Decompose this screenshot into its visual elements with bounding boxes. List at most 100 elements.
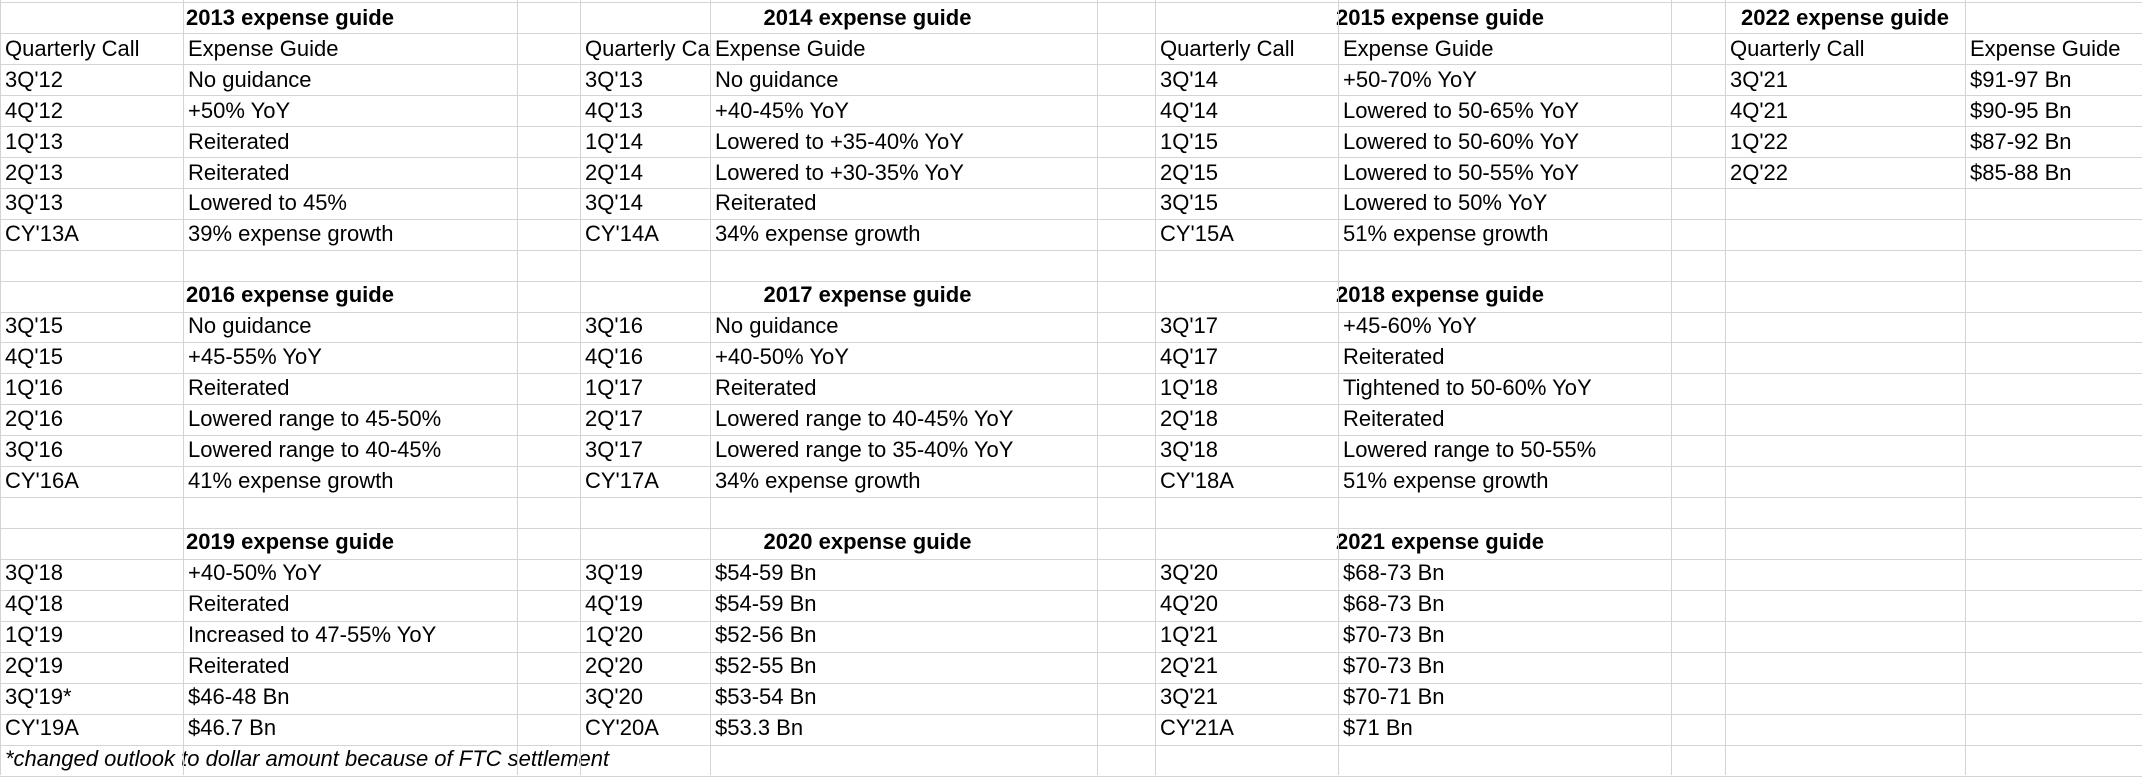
grid-horizontal-line — [0, 466, 2142, 467]
quarter-cell: CY'18A — [1160, 468, 1234, 493]
guide-cell: +50-70% YoY — [1343, 67, 1477, 92]
grid-vertical-line — [1965, 0, 1966, 775]
quarter-cell: 4Q'21 — [1730, 98, 1789, 123]
quarter-cell: 1Q'17 — [585, 375, 644, 400]
guide-cell: $53.3 Bn — [715, 715, 804, 740]
guide-cell: 34% expense growth — [715, 221, 921, 246]
grid-vertical-line — [1725, 0, 1726, 775]
grid-horizontal-line — [0, 188, 2142, 189]
quarter-cell: 4Q'13 — [585, 98, 644, 123]
grid-horizontal-line — [0, 342, 2142, 343]
guide-cell: $54-59 Bn — [715, 560, 817, 585]
grid-horizontal-line — [0, 435, 2142, 436]
quarter-cell: 3Q'20 — [585, 684, 644, 709]
guide-cell: $70-71 Bn — [1343, 684, 1445, 709]
quarter-cell: 1Q'14 — [585, 129, 644, 154]
quarter-cell: 3Q'17 — [1160, 313, 1219, 338]
guide-cell: Reiterated — [188, 129, 290, 154]
quarter-cell: 2Q'16 — [5, 406, 64, 431]
quarter-cell: 2Q'17 — [585, 406, 644, 431]
guide-cell: $54-59 Bn — [715, 591, 817, 616]
guide-cell: $91-97 Bn — [1970, 67, 2072, 92]
quarter-cell: CY'16A — [5, 468, 79, 493]
column-header-expense-guide: Expense Guide — [1343, 36, 1494, 61]
guide-cell: $87-92 Bn — [1970, 129, 2072, 154]
quarter-cell: 3Q'16 — [5, 437, 64, 462]
guide-cell: Lowered to +30-35% YoY — [715, 160, 964, 185]
grid-horizontal-line — [0, 373, 2142, 374]
block-title: 2018 expense guide — [1336, 282, 1544, 307]
grid-vertical-line — [1671, 0, 1672, 775]
quarter-cell: CY'17A — [585, 468, 659, 493]
guide-cell: $52-55 Bn — [715, 653, 817, 678]
quarter-cell: 4Q'15 — [5, 344, 64, 369]
guide-cell: 39% expense growth — [188, 221, 394, 246]
guide-cell: Tightened to 50-60% YoY — [1343, 375, 1592, 400]
quarter-cell: 4Q'20 — [1160, 591, 1219, 616]
quarter-cell: 3Q'20 — [1160, 560, 1219, 585]
quarter-cell: 1Q'18 — [1160, 375, 1219, 400]
column-header-expense-guide: Expense Guide — [1970, 36, 2121, 61]
guide-cell: $68-73 Bn — [1343, 591, 1445, 616]
guide-cell: Lowered range to 50-55% — [1343, 437, 1597, 462]
guide-cell: Lowered range to 40-45% YoY — [715, 406, 1014, 431]
grid-vertical-line — [517, 0, 518, 775]
quarter-cell: CY'20A — [585, 715, 659, 740]
column-header-quarterly-call: Quarterly Call — [1160, 36, 1295, 61]
quarter-cell: 4Q'19 — [585, 591, 644, 616]
guide-cell: +40-50% YoY — [715, 344, 849, 369]
quarter-cell: CY'15A — [1160, 221, 1234, 246]
guide-cell: Lowered to 50-55% YoY — [1343, 160, 1580, 185]
guide-cell: +45-55% YoY — [188, 344, 322, 369]
quarter-cell: 3Q'21 — [1730, 67, 1789, 92]
guide-cell: +45-60% YoY — [1343, 313, 1477, 338]
quarter-cell: 4Q'16 — [585, 344, 644, 369]
guide-cell: $85-88 Bn — [1970, 160, 2072, 185]
quarter-cell: 3Q'18 — [5, 560, 64, 585]
grid-vertical-line — [0, 0, 1, 775]
guide-cell: Reiterated — [188, 591, 290, 616]
guide-cell: No guidance — [715, 313, 839, 338]
grid-horizontal-line — [0, 683, 2142, 684]
guide-cell: Reiterated — [715, 375, 817, 400]
grid-vertical-line — [1338, 0, 1339, 775]
block-title: 2017 expense guide — [763, 282, 972, 307]
quarter-cell: 1Q'20 — [585, 622, 644, 647]
guide-cell: Lowered to 50% YoY — [1343, 190, 1548, 215]
grid-horizontal-line — [0, 590, 2142, 591]
quarter-cell: CY'21A — [1160, 715, 1234, 740]
guide-cell: Lowered to 45% — [188, 190, 347, 215]
guide-cell: 41% expense growth — [188, 468, 394, 493]
grid-horizontal-line — [0, 404, 2142, 405]
grid-horizontal-line — [0, 621, 2142, 622]
column-header-quarterly-call: Quarterly Call — [5, 36, 140, 61]
guide-cell: Lowered to 50-60% YoY — [1343, 129, 1580, 154]
grid-horizontal-line — [0, 250, 2142, 251]
grid-horizontal-line — [0, 312, 2142, 313]
guide-cell: Lowered range to 45-50% — [188, 406, 442, 431]
quarter-cell: 2Q'22 — [1730, 160, 1789, 185]
grid-vertical-line — [580, 0, 581, 775]
quarter-cell: 3Q'21 — [1160, 684, 1219, 709]
grid-horizontal-line — [0, 33, 2142, 34]
quarter-cell: 3Q'15 — [1160, 190, 1219, 215]
quarter-cell: 3Q'17 — [585, 437, 644, 462]
grid-horizontal-line — [0, 157, 2142, 158]
quarter-cell: 1Q'22 — [1730, 129, 1789, 154]
guide-cell: Increased to 47-55% YoY — [188, 622, 437, 647]
quarter-cell: 1Q'19 — [5, 622, 64, 647]
quarter-cell: 3Q'19* — [5, 684, 72, 709]
guide-cell: $53-54 Bn — [715, 684, 817, 709]
guide-cell: $68-73 Bn — [1343, 560, 1445, 585]
guide-cell: 51% expense growth — [1343, 468, 1549, 493]
guide-cell: Reiterated — [1343, 344, 1445, 369]
quarter-cell: 1Q'16 — [5, 375, 64, 400]
grid-horizontal-line — [0, 219, 2142, 220]
quarter-cell: 2Q'20 — [585, 653, 644, 678]
quarter-cell: CY'19A — [5, 715, 79, 740]
block-title: 2020 expense guide — [763, 529, 972, 554]
block-title: 2022 expense guide — [1741, 5, 1949, 30]
quarter-cell: 4Q'17 — [1160, 344, 1219, 369]
quarter-cell: CY'13A — [5, 221, 79, 246]
grid-horizontal-line — [0, 64, 2142, 65]
